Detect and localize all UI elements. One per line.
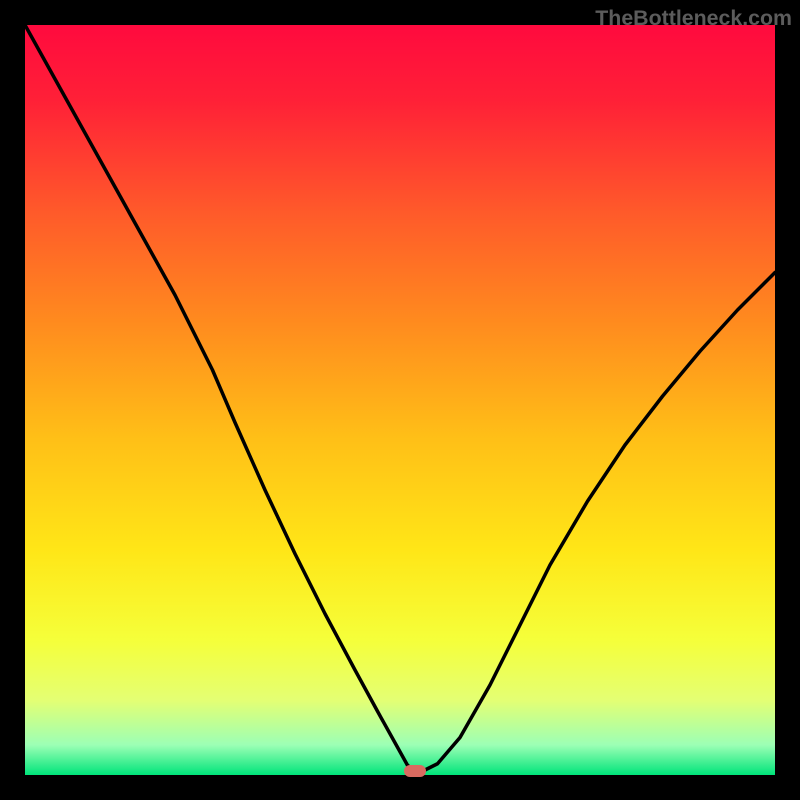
bottleneck-curve	[25, 25, 775, 771]
chart-frame: TheBottleneck.com	[0, 0, 800, 800]
curve-layer	[25, 25, 775, 775]
plot-area	[25, 25, 775, 775]
optimal-point-marker	[404, 765, 426, 777]
watermark-text: TheBottleneck.com	[595, 6, 792, 31]
